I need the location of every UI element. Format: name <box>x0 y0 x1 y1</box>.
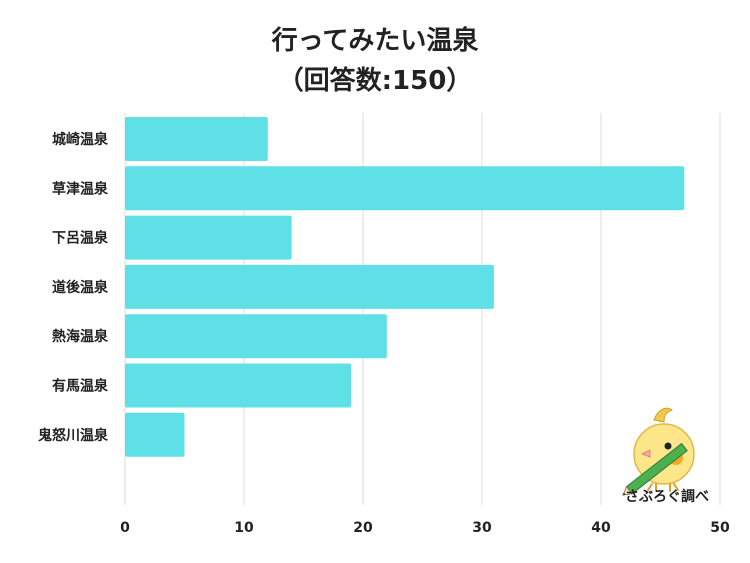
watermark-label: さぶろぐ調べ <box>625 489 709 505</box>
bar <box>125 264 494 309</box>
bar <box>125 412 185 457</box>
bird-with-pencil-icon <box>622 407 695 496</box>
chart-subtitle: （回答数:150） <box>277 66 473 96</box>
category-label: 道後温泉 <box>52 279 109 296</box>
category-label: 下呂温泉 <box>52 230 109 247</box>
bar <box>125 117 268 161</box>
x-tick-label: 40 <box>591 520 611 536</box>
bar <box>125 363 352 408</box>
category-label: 鬼怒川温泉 <box>38 427 109 444</box>
chart-title: 行ってみたい温泉 <box>271 26 479 56</box>
category-label: 草津温泉 <box>52 180 109 197</box>
x-tick-label: 10 <box>234 520 254 536</box>
bar <box>125 166 685 211</box>
x-tick-label: 20 <box>353 520 373 536</box>
x-tick-label: 0 <box>120 520 130 536</box>
category-label: 有馬温泉 <box>52 378 109 395</box>
x-tick-label: 30 <box>472 520 492 536</box>
x-tick-label: 50 <box>710 520 730 536</box>
bar <box>125 314 387 359</box>
category-label: 熱海温泉 <box>52 328 109 345</box>
bar <box>125 215 292 260</box>
category-label: 城崎温泉 <box>52 131 109 148</box>
